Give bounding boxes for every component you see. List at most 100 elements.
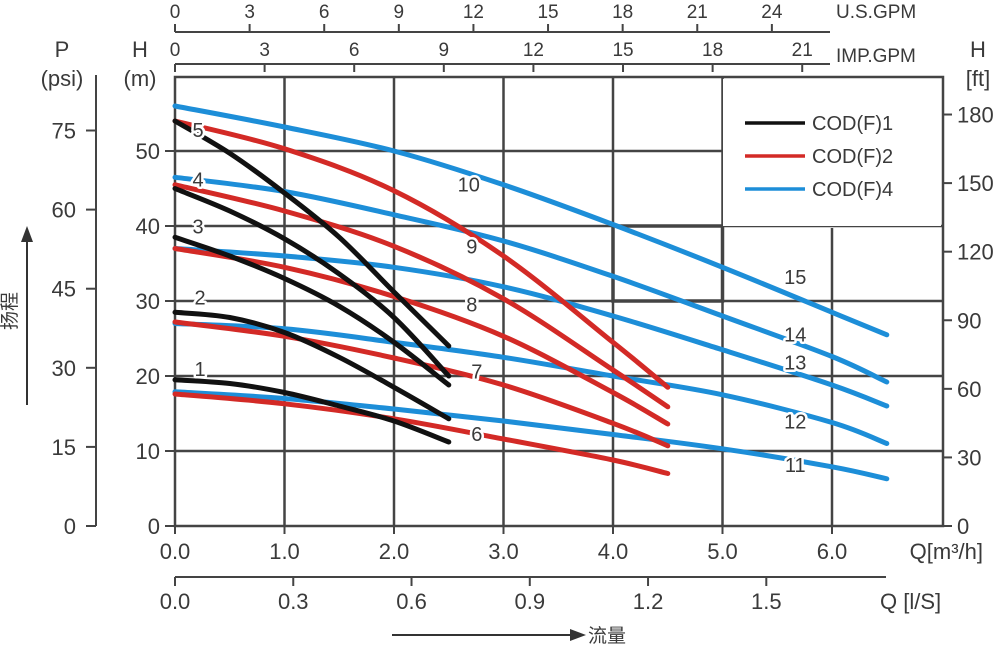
flow-impgpm-tick-label: 15 bbox=[612, 40, 633, 61]
psi-tick-label: 60 bbox=[52, 198, 76, 223]
head-ft-tick-label: 0 bbox=[957, 514, 969, 539]
curve-label-10: 10 bbox=[458, 174, 480, 196]
flow-ls-tick-label: 0.6 bbox=[396, 589, 427, 614]
head-m-axis-unit: (m) bbox=[124, 66, 157, 91]
flow-usgpm-tick-label: 21 bbox=[687, 2, 708, 23]
curve-1 bbox=[172, 377, 452, 445]
head-m-tick-label: 0 bbox=[148, 514, 160, 539]
flow-usgpm-axis-label: U.S.GPM bbox=[836, 2, 916, 23]
flow-impgpm-tick-label: 18 bbox=[702, 40, 723, 61]
flow-usgpm-tick-label: 0 bbox=[170, 2, 181, 23]
flow-impgpm-tick-label: 3 bbox=[259, 40, 270, 61]
curve-label-6: 6 bbox=[471, 424, 482, 446]
head-ft-tick-label: 30 bbox=[957, 445, 981, 470]
curve-5 bbox=[172, 118, 452, 349]
curve-13 bbox=[172, 246, 890, 409]
highlight-box bbox=[611, 224, 725, 303]
curve-label-3: 3 bbox=[192, 216, 203, 238]
flow-impgpm-tick-label: 12 bbox=[523, 40, 544, 61]
curve-label-1: 1 bbox=[194, 359, 205, 381]
head-ft-axis-title: H bbox=[970, 37, 986, 62]
head-ft-tick-label: 90 bbox=[957, 308, 981, 333]
curve-label-halo: 14 bbox=[784, 324, 806, 346]
flow-m3h-tick-label: 1.0 bbox=[269, 539, 300, 564]
curve-label-8: 8 bbox=[466, 294, 477, 316]
flow-m3h-tick-label: 6.0 bbox=[817, 539, 848, 564]
curve-label-14: 14 bbox=[784, 324, 806, 346]
curve-label-15: 15 bbox=[784, 267, 806, 289]
curve-label-halo: 6 bbox=[471, 424, 482, 446]
curve-label-halo: 1 bbox=[194, 359, 205, 381]
head-m-tick-label: 30 bbox=[136, 289, 160, 314]
flow-usgpm-tick-label: 24 bbox=[761, 2, 783, 23]
psi-tick-label: 15 bbox=[52, 435, 76, 460]
curve-label-halo: 10 bbox=[458, 174, 480, 196]
legend-label-1: COD(F)1 bbox=[812, 113, 893, 135]
curve-7 bbox=[172, 319, 671, 449]
curve-label-halo: 12 bbox=[784, 412, 806, 434]
curve-3 bbox=[172, 234, 452, 388]
psi-tick-label: 75 bbox=[52, 119, 76, 144]
curve-label-4: 4 bbox=[192, 170, 203, 192]
curve-6 bbox=[172, 391, 671, 476]
psi-tick-label: 45 bbox=[52, 277, 76, 302]
curve-14 bbox=[172, 174, 890, 385]
flow-impgpm-tick-label: 6 bbox=[349, 40, 360, 61]
curve-label-halo: 3 bbox=[192, 216, 203, 238]
curve-label-halo: 11 bbox=[785, 455, 806, 477]
head-m-tick-label: 50 bbox=[136, 139, 160, 164]
head-m-tick-label: 40 bbox=[136, 214, 160, 239]
curve-label-halo: 4 bbox=[192, 170, 203, 192]
curve-15 bbox=[172, 103, 890, 338]
curve-2 bbox=[172, 309, 452, 422]
curve-label-2: 2 bbox=[194, 287, 205, 309]
head-m-tick-label: 10 bbox=[136, 439, 160, 464]
psi-tick-label: 0 bbox=[64, 514, 76, 539]
flow-m3h-axis-label: Q[m³/h] bbox=[910, 539, 983, 564]
legend: COD(F)1 COD(F)2 COD(F)4 bbox=[723, 79, 941, 226]
flow-impgpm-tick-label: 21 bbox=[792, 40, 813, 61]
legend-box bbox=[723, 79, 941, 226]
curve-label-13: 13 bbox=[784, 352, 806, 374]
psi-axis-title: P bbox=[55, 37, 70, 62]
head-ft-axis-unit: [ft] bbox=[966, 66, 990, 91]
curve-label-halo: 9 bbox=[466, 237, 477, 259]
flow-usgpm-tick-label: 18 bbox=[612, 2, 633, 23]
flow-usgpm-tick-label: 6 bbox=[319, 2, 330, 23]
curve-label-5: 5 bbox=[192, 120, 203, 142]
flow-ls-tick-label: 1.2 bbox=[633, 589, 664, 614]
flow-ls-tick-label: 0.9 bbox=[514, 589, 545, 614]
flow-m3h-tick-label: 2.0 bbox=[379, 539, 410, 564]
curve-12 bbox=[172, 321, 890, 446]
curve-label-12: 12 bbox=[784, 412, 806, 434]
flow-m3h-tick-label: 4.0 bbox=[598, 539, 629, 564]
head-m-axis-title: H bbox=[132, 37, 148, 62]
head-ft-tick-label: 120 bbox=[957, 240, 994, 265]
legend-label-2: COD(F)2 bbox=[812, 146, 893, 168]
flow-usgpm-tick-label: 3 bbox=[244, 2, 255, 23]
curve-label-halo: 5 bbox=[192, 120, 203, 142]
legend-label-3: COD(F)4 bbox=[812, 179, 893, 201]
flow-axis-side-label: 流量 bbox=[588, 625, 626, 646]
curves: 1122334455667788991010111112121313141415… bbox=[172, 103, 890, 482]
flow-ls-tick-label: 1.5 bbox=[751, 589, 782, 614]
flow-m3h-tick-label: 0.0 bbox=[160, 539, 191, 564]
flow-impgpm-tick-label: 0 bbox=[170, 40, 181, 61]
head-ft-tick-label: 60 bbox=[957, 377, 981, 402]
curve-label-11: 11 bbox=[785, 455, 806, 477]
psi-tick-label: 30 bbox=[52, 356, 76, 381]
flow-m3h-tick-label: 5.0 bbox=[707, 539, 738, 564]
head-m-tick-label: 20 bbox=[136, 364, 160, 389]
curve-label-halo: 8 bbox=[466, 294, 477, 316]
curve-label-9: 9 bbox=[466, 237, 477, 259]
curve-11 bbox=[172, 389, 890, 482]
curve-label-halo: 13 bbox=[784, 352, 806, 374]
flow-usgpm-tick-label: 15 bbox=[537, 2, 558, 23]
flow-arrow-right-icon bbox=[570, 629, 586, 641]
curve-10 bbox=[172, 118, 671, 390]
flow-ls-axis-label: Q [l/S] bbox=[880, 589, 941, 614]
curve-4 bbox=[172, 186, 452, 379]
head-ft-tick-label: 180 bbox=[957, 103, 994, 128]
